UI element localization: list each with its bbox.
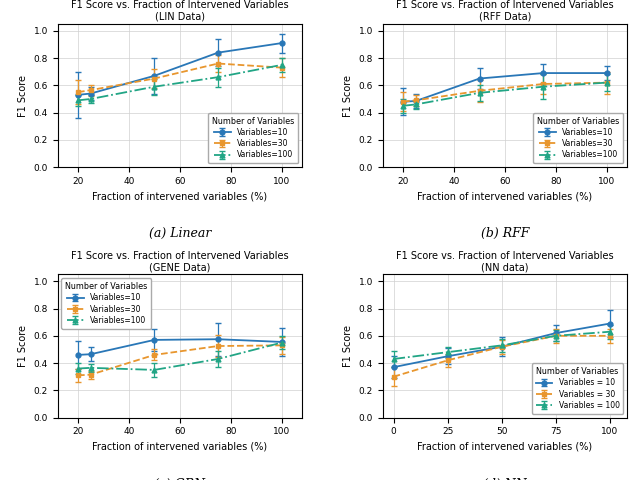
Y-axis label: F1 Score: F1 Score bbox=[343, 325, 353, 367]
Title: F1 Score vs. Fraction of Intervened Variables
(RFF Data): F1 Score vs. Fraction of Intervened Vari… bbox=[396, 0, 614, 22]
Text: (c) GRN: (c) GRN bbox=[154, 478, 205, 480]
Text: (a) Linear: (a) Linear bbox=[148, 227, 211, 240]
Title: F1 Score vs. Fraction of Intervened Variables
(LIN Data): F1 Score vs. Fraction of Intervened Vari… bbox=[71, 0, 289, 22]
Y-axis label: F1 Score: F1 Score bbox=[18, 325, 28, 367]
Text: (d) NN: (d) NN bbox=[483, 478, 527, 480]
Legend: Variables=10, Variables=30, Variables=100: Variables=10, Variables=30, Variables=10… bbox=[61, 278, 151, 329]
Y-axis label: F1 Score: F1 Score bbox=[18, 74, 28, 117]
X-axis label: Fraction of intervened variables (%): Fraction of intervened variables (%) bbox=[417, 192, 593, 202]
X-axis label: Fraction of intervened variables (%): Fraction of intervened variables (%) bbox=[417, 442, 593, 452]
X-axis label: Fraction of intervened variables (%): Fraction of intervened variables (%) bbox=[92, 192, 268, 202]
Legend: Variables=10, Variables=30, Variables=100: Variables=10, Variables=30, Variables=10… bbox=[209, 113, 298, 163]
X-axis label: Fraction of intervened variables (%): Fraction of intervened variables (%) bbox=[92, 442, 268, 452]
Title: F1 Score vs. Fraction of Intervened Variables
(NN data): F1 Score vs. Fraction of Intervened Vari… bbox=[396, 251, 614, 272]
Y-axis label: F1 Score: F1 Score bbox=[343, 74, 353, 117]
Title: F1 Score vs. Fraction of Intervened Variables
(GENE Data): F1 Score vs. Fraction of Intervened Vari… bbox=[71, 251, 289, 272]
Legend: Variables=10, Variables=30, Variables=100: Variables=10, Variables=30, Variables=10… bbox=[534, 113, 623, 163]
Legend: Variables = 10, Variables = 30, Variables = 100: Variables = 10, Variables = 30, Variable… bbox=[532, 363, 623, 414]
Text: (b) RFF: (b) RFF bbox=[481, 227, 529, 240]
